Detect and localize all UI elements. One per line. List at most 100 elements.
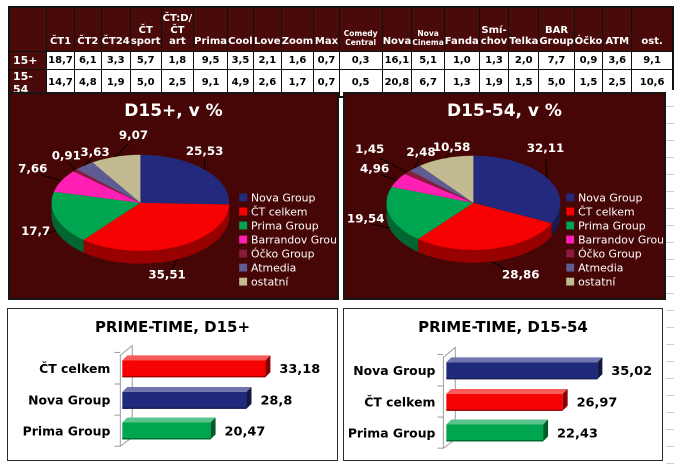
legend-entry-t-celkem[interactable]: ČT celkem	[239, 205, 308, 218]
column-header-cool[interactable]: Cool	[226, 6, 254, 52]
legend-entry-prima-group[interactable]: Prima Group	[239, 219, 319, 232]
table-cell-15-ko[interactable]: 0,9	[573, 50, 604, 70]
table-cell-15-54-t1[interactable]: 14,7	[46, 68, 75, 97]
pie-slice-ko-group[interactable]	[73, 169, 141, 203]
column-header-fanda[interactable]: Fanda	[443, 6, 480, 52]
legend-entry-prima-group[interactable]: Prima Group	[566, 219, 646, 232]
legend-entry-ostatn[interactable]: ostatní	[239, 276, 289, 289]
pie-label-leader-line	[115, 143, 129, 158]
legend-entry-barrandov-group[interactable]: Barrandov Group	[239, 234, 337, 247]
column-header-t24[interactable]: ČT24	[100, 6, 131, 52]
table-cell-15-comedy-central[interactable]: 0,3	[338, 50, 383, 70]
pie-slice-barrandov-group[interactable]	[391, 174, 474, 203]
table-cell-15-t-sport[interactable]: 5,7	[129, 50, 162, 70]
pie-slice-ostatn[interactable]	[92, 154, 141, 203]
column-header-comedy-central[interactable]: Comedy Central	[338, 6, 383, 52]
pie-chart-title-d15-54: D15-54, v %	[447, 101, 562, 121]
pie-slice-prima-group[interactable]	[51, 191, 141, 240]
column-header-nova[interactable]: Nova	[381, 6, 413, 52]
pie-chart-d15plus-canvas: 25,53 35,51 17,7 7,66 0,91 3,63 9,07 Nova Group…	[18, 128, 337, 289]
table-cell-15-t24[interactable]: 3,3	[100, 50, 131, 70]
bar-t-celkem[interactable]	[446, 388, 568, 411]
legend-entry-ko-group[interactable]: Óčko Group	[239, 248, 315, 261]
table-cell-15-54-fanda[interactable]: 1,3	[443, 68, 480, 97]
table-cell-15-nova-cinema[interactable]: 5,1	[411, 50, 445, 70]
bar-prima-group[interactable]	[446, 419, 549, 442]
column-header-t-sport[interactable]: ČT sport	[129, 6, 162, 52]
pie-data-label-prima-group: 19,54	[347, 212, 384, 226]
table-cell-15-t2[interactable]: 6,1	[73, 50, 102, 70]
pie-slice-barrandov-group[interactable]	[53, 171, 141, 203]
legend-entry-ostatn[interactable]: ostatní	[566, 276, 616, 289]
table-cell-15-bar-group[interactable]: 7,7	[538, 50, 575, 70]
table-cell-15-nova[interactable]: 16,1	[381, 50, 413, 70]
bar-end-face	[246, 386, 252, 409]
column-header-love[interactable]: Love	[252, 6, 282, 52]
legend-entry-t-celkem[interactable]: ČT celkem	[566, 205, 635, 218]
column-header-ost[interactable]: ost.	[631, 6, 674, 52]
pie-slice-atmedia[interactable]	[76, 162, 141, 203]
bar-front-face	[122, 422, 211, 440]
column-header-t-d-t-art[interactable]: ČT:D/ ČT art	[160, 6, 195, 52]
table-cell-15-love[interactable]: 2,1	[252, 50, 282, 70]
legend-swatch-nova-group	[566, 193, 575, 202]
legend-entry-nova-group[interactable]: Nova Group	[566, 191, 643, 204]
legend-swatch-ostatn	[239, 277, 248, 286]
column-header-max[interactable]: Max	[313, 6, 340, 52]
table-cell-15-cool[interactable]: 3,5	[226, 50, 254, 70]
bar-prima-group[interactable]	[122, 417, 216, 440]
table-cell-15-t1[interactable]: 18,7	[46, 50, 75, 70]
column-header-bar-group[interactable]: BAR Group	[538, 6, 575, 52]
pie-label-leader-line	[414, 159, 420, 169]
legend-swatch-barrandov-group	[566, 235, 575, 244]
column-header-ko[interactable]: Óčko	[573, 6, 604, 52]
table-cell-15-atm[interactable]: 3,6	[602, 50, 633, 70]
bar-chart-primetime-d15-54-canvas: Nova Group 35,02 ČT celkem 26,97 Prima Group…	[348, 346, 652, 450]
bar-nova-group[interactable]	[446, 357, 603, 380]
bar-chart-primetime-d15plus[interactable]: PRIME-TIME, D15+ ČT celkem 33,18 Nova Grou…	[7, 308, 338, 461]
column-header-nova-cinema[interactable]: Nova Cinema	[411, 6, 445, 52]
pie-data-label-t-celkem: 28,86	[502, 267, 539, 281]
legend-entry-barrandov-group[interactable]: Barrandov Group	[566, 234, 664, 247]
column-header-t2[interactable]: ČT2	[73, 6, 102, 52]
table-cell-15-prima[interactable]: 9,5	[193, 50, 228, 70]
pie-chart-title-d15plus: D15+, v %	[124, 101, 223, 121]
column-header-t1[interactable]: ČT1	[46, 6, 75, 52]
table-cell-15-max[interactable]: 0,7	[313, 50, 340, 70]
pie-slice-t-celkem[interactable]	[83, 202, 230, 251]
column-header-prima[interactable]: Prima	[193, 6, 228, 52]
row-label-15[interactable]: 15+	[8, 50, 48, 70]
column-header-telka[interactable]: Telka	[508, 6, 540, 52]
pie-slice-nova-group[interactable]	[473, 155, 561, 224]
legend-entry-ko-group[interactable]: Óčko Group	[566, 248, 642, 261]
pie-data-label-ko-group: 0,91	[52, 149, 81, 163]
column-header-sm-chov[interactable]: Smí- chov	[478, 6, 510, 52]
table-cell-15-zoom[interactable]: 1,6	[280, 50, 315, 70]
table-cell-15-fanda[interactable]: 1,0	[443, 50, 480, 70]
table-corner-cell[interactable]	[8, 6, 48, 52]
pie-chart-d15plus[interactable]: D15+, v % 25,53 35,51 17,7 7,66 0,91 3,63 9,07…	[8, 92, 339, 300]
bar-chart-primetime-d15-54[interactable]: PRIME-TIME, D15-54 Nova Group 35,02 ČT cel…	[343, 308, 663, 461]
pie-slice-t-celkem[interactable]	[418, 202, 552, 250]
audience-share-table: ČT1 ČT2 ČT24 ČT sport ČT:D/ ČT art Prima Cool L…	[8, 6, 674, 98]
bar-t-celkem[interactable]	[122, 355, 271, 378]
column-header-atm[interactable]: ATM	[602, 6, 633, 52]
table-cell-15-t-d-t-art[interactable]: 1,8	[160, 50, 195, 70]
bar-nova-group[interactable]	[122, 386, 252, 409]
pie-slice-ko-group[interactable]	[404, 170, 474, 203]
pie-slice-nova-group[interactable]	[140, 154, 230, 205]
pie-slice-ostatn[interactable]	[419, 155, 474, 203]
legend-entry-nova-group[interactable]: Nova Group	[239, 191, 316, 204]
legend-swatch-prima-group	[239, 221, 248, 230]
bar-front-face	[122, 360, 266, 378]
table-cell-15-sm-chov[interactable]: 1,3	[478, 50, 510, 70]
legend-entry-atmedia[interactable]: Atmedia	[566, 262, 623, 275]
table-cell-15-ost[interactable]: 9,1	[631, 50, 674, 70]
column-header-zoom[interactable]: Zoom	[280, 6, 315, 52]
legend-entry-atmedia[interactable]: Atmedia	[239, 262, 296, 275]
pie-slice-prima-group[interactable]	[386, 186, 474, 240]
table-cell-15-telka[interactable]: 2,0	[508, 50, 540, 70]
pie-data-label-ostatn: 9,07	[119, 128, 148, 142]
pie-chart-d15-54[interactable]: D15-54, v % 32,11 28,86 19,54 4,96 1,45 2,48 1…	[343, 92, 666, 300]
pie-slice-atmedia[interactable]	[409, 165, 474, 203]
